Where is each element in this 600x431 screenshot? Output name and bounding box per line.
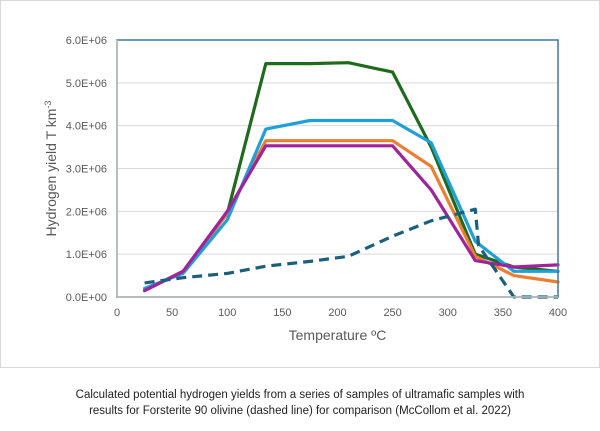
x-tick-label: 0 (114, 307, 120, 319)
caption-line-1: Calculated potential hydrogen yields fro… (75, 389, 525, 401)
y-tick-label: 4.0E+06 (66, 121, 107, 133)
y-tick-label: 3.0E+06 (66, 164, 107, 176)
y-tick-label: 0.0E+00 (66, 292, 107, 304)
x-tick-label: 250 (383, 307, 401, 319)
y-tick-label: 5.0E+06 (66, 78, 107, 90)
x-tick-label: 100 (218, 307, 236, 319)
x-axis-title: Temperature ºC (289, 327, 387, 343)
line-chart: 0.0E+00 1.0E+06 2.0E+06 3.0E+06 4.0E+06 5.0E+… (43, 35, 567, 343)
y-tick-label: 1.0E+06 (66, 249, 107, 261)
caption-line-2: results for Forsterite 90 olivine (dashe… (89, 405, 511, 417)
x-tick-label: 150 (273, 307, 291, 319)
x-tick-label: 300 (439, 307, 457, 319)
x-tick-labels: 0 50 100 150 200 250 300 350 400 (114, 307, 567, 319)
y-tick-label: 6.0E+06 (66, 35, 107, 47)
x-tick-label: 50 (166, 307, 178, 319)
chart-frame (0, 0, 600, 368)
figure-caption: Calculated potential hydrogen yields fro… (0, 387, 600, 419)
y-tick-labels: 0.0E+00 1.0E+06 2.0E+06 3.0E+06 4.0E+06 5.0E+… (66, 35, 107, 304)
x-tick-label: 350 (494, 307, 512, 319)
series-line-sample-purple (143, 144, 560, 293)
series-line-forsterite-90-olivine (144, 207, 558, 299)
y-axis-title: Hydrogen yield T km-3 (43, 101, 59, 237)
y-axis-title-text: Hydrogen yield T km (43, 109, 59, 237)
series-lines (143, 61, 560, 299)
y-axis-title-superscript: -3 (43, 101, 53, 109)
x-tick-label: 200 (328, 307, 346, 319)
series-line-sample-blue (143, 118, 560, 290)
x-tick-label: 400 (549, 307, 567, 319)
y-tick-label: 2.0E+06 (66, 206, 107, 218)
